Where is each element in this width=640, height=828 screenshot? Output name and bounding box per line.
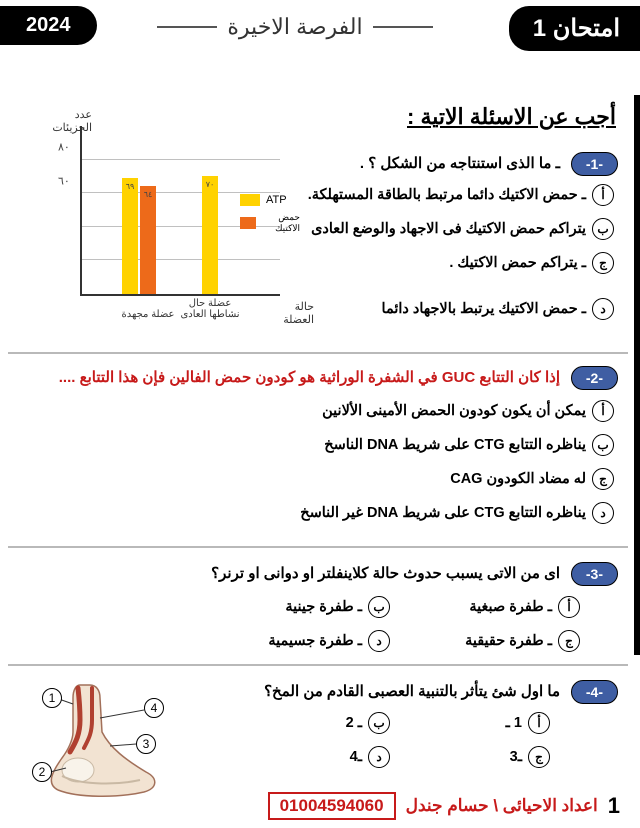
q3-opt-c: ج ـ طفرة حقيقية (465, 630, 580, 652)
bubble-c: ج (528, 746, 550, 768)
bubble-a: أ (592, 184, 614, 206)
q2-opt-b-text: يناظره التتابع CTG على شريط DNA الناسخ (324, 437, 586, 453)
legend-atp-label: ATP (266, 194, 287, 206)
q1-opt-b: ب يتراكم حمض الاكتيك فى الاجهاد والوضع ا… (311, 218, 614, 240)
q1-opt-a-text: ـ حمض الاكتيك دائما مرتبط بالطاقة المسته… (308, 187, 586, 203)
right-edge-decor (634, 95, 640, 655)
bar-atp-2: ٧٠ (202, 176, 218, 294)
bubble-b: ب (368, 712, 390, 734)
bubble-b: ب (592, 218, 614, 240)
q4-opt-b: ب ـ 2 (346, 712, 390, 734)
bubble-a: أ (528, 712, 550, 734)
bubble-c: ج (592, 468, 614, 490)
swatch-lactic (240, 217, 256, 229)
gridline (82, 159, 280, 160)
bar-atp-1: ٦٩ (122, 178, 138, 294)
q2-opt-c: ج له مضاد الكودون CAG (450, 468, 614, 490)
legend-lactic-label: حمض الاكتيك (262, 212, 300, 234)
bar-val: ٦٩ (122, 182, 138, 191)
phone-number: 01004594060 (268, 792, 396, 820)
q4-opt-c: ج ـ3 (510, 746, 550, 768)
decor-line (373, 26, 433, 28)
q3-opt-a: أ ـ طفرة صبغية (469, 596, 580, 618)
bubble-d: د (592, 502, 614, 524)
page-footer: 1 اعداد الاحيائى \ حسام جندل 01004594060 (268, 792, 620, 820)
gridline (82, 259, 280, 260)
q3-opt-b: ب ـ طفرة جينية (285, 596, 390, 618)
q2-opt-d: د يناظره التتابع CTG على شريط DNA غير ال… (300, 502, 614, 524)
bubble-b: ب (592, 434, 614, 456)
q1-opt-c-text: ـ يتراكم حمض الاكتيك . (449, 255, 586, 271)
q2-opt-c-text: له مضاد الكودون CAG (450, 471, 586, 487)
bar-lactic-1: ٦٤ (140, 186, 156, 294)
bubble-c: ج (592, 252, 614, 274)
exam-badge: امتحان 1 (509, 6, 640, 51)
q2-number: -2- (571, 366, 618, 390)
year-badge: 2024 (0, 6, 97, 45)
ytick-80: ٨٠ (58, 141, 70, 154)
q1-opt-d: د ـ حمض الاكتيك يرتبط بالاجهاد دائما (382, 298, 614, 320)
chart-x-title: حالة العضلة (270, 300, 314, 326)
xcat-1: عضلة مجهدة (118, 309, 178, 320)
q2-text: إذا كان التتابع GUC في الشفرة الوراثية ه… (59, 368, 560, 386)
separator (8, 352, 628, 354)
bubble-d: د (368, 746, 390, 768)
q1-text: ـ ما الذى استنتاجه من الشكل ؟ . (360, 154, 560, 172)
q4-opt-d: د ـ4 (350, 746, 390, 768)
swatch-atp (240, 194, 260, 206)
page-header: امتحان 1 الفرصة الاخيرة 2024 (0, 0, 640, 56)
q4-diagram: 1 2 3 4 (18, 680, 168, 800)
q1-number: -1- (571, 152, 618, 176)
q3-number: -3- (571, 562, 618, 586)
xcat-2: عضلة حال نشاطها العادى (180, 298, 240, 320)
q4-opt-a-text: 1 ـ (506, 715, 522, 731)
q2-opt-b: ب يناظره التتابع CTG على شريط DNA الناسخ (324, 434, 614, 456)
legend-lactic: حمض الاكتيك (240, 212, 300, 234)
chart-legend: ATP حمض الاكتيك (240, 194, 300, 240)
separator (8, 664, 628, 666)
author-credit: اعداد الاحيائى \ حسام جندل (406, 796, 598, 816)
q2-opt-a-text: يمكن أن يكون كودون الحمض الأمينى الألاني… (322, 403, 586, 419)
q2-opt-d-text: يناظره التتابع CTG على شريط DNA غير النا… (300, 505, 586, 521)
q4-opt-a: أ 1 ـ (506, 712, 550, 734)
ytick-60: ٦٠ (58, 175, 70, 188)
q1-opt-c: ج ـ يتراكم حمض الاكتيك . (449, 252, 614, 274)
q1-opt-d-text: ـ حمض الاكتيك يرتبط بالاجهاد دائما (382, 301, 586, 317)
q4-opt-d-text: ـ4 (350, 749, 362, 765)
q1-opt-a: أ ـ حمض الاكتيك دائما مرتبط بالطاقة المس… (308, 184, 614, 206)
q1-chart: عدد الجزيئات ٦٩ ٦٤ ٧٠ ٨٠ ٦٠ عضلة مجهدة ع… (40, 114, 300, 334)
bubble-c: ج (558, 630, 580, 652)
bar-val: ٦٤ (140, 190, 156, 199)
diagram-label-1: 1 (42, 688, 62, 708)
bar-val: ٧٠ (202, 180, 218, 189)
bubble-d: د (592, 298, 614, 320)
bubble-d: د (368, 630, 390, 652)
q3-opt-c-text: ـ طفرة حقيقية (465, 633, 552, 649)
q4-number: -4- (571, 680, 618, 704)
q3-opt-b-text: ـ طفرة جينية (285, 599, 362, 615)
q2-opt-a: أ يمكن أن يكون كودون الحمض الأمينى الألا… (322, 400, 614, 422)
subtitle: الفرصة الاخيرة (130, 14, 460, 40)
legend-atp: ATP (240, 194, 300, 206)
q4-text: ما اول شئ يتأثر بالتنبية العصبى القادم م… (264, 682, 560, 700)
subtitle-text: الفرصة الاخيرة (227, 14, 362, 40)
separator (8, 546, 628, 548)
diagram-label-3: 3 (136, 734, 156, 754)
instructions-heading: أجب عن الاسئلة الاتية : (407, 104, 616, 130)
decor-line (157, 26, 217, 28)
page-number: 1 (608, 793, 620, 819)
diagram-label-4: 4 (144, 698, 164, 718)
diagram-label-2: 2 (32, 762, 52, 782)
q1-opt-b-text: يتراكم حمض الاكتيك فى الاجهاد والوضع الع… (311, 221, 586, 237)
q2-text-red: إذا كان التتابع GUC في الشفرة الوراثية ه… (59, 369, 560, 386)
q3-opt-a-text: ـ طفرة صبغية (469, 599, 552, 615)
q3-opt-d-text: ـ طفرة جسيمية (268, 633, 362, 649)
q4-opt-b-text: ـ 2 (346, 715, 362, 731)
q3-text: اى من الاتى يسبب حدوث حالة كلاينفلتر او … (211, 564, 560, 582)
bubble-a: أ (558, 596, 580, 618)
q4-opt-c-text: ـ3 (510, 749, 522, 765)
q3-opt-d: د ـ طفرة جسيمية (268, 630, 390, 652)
bubble-a: أ (592, 400, 614, 422)
bubble-b: ب (368, 596, 390, 618)
